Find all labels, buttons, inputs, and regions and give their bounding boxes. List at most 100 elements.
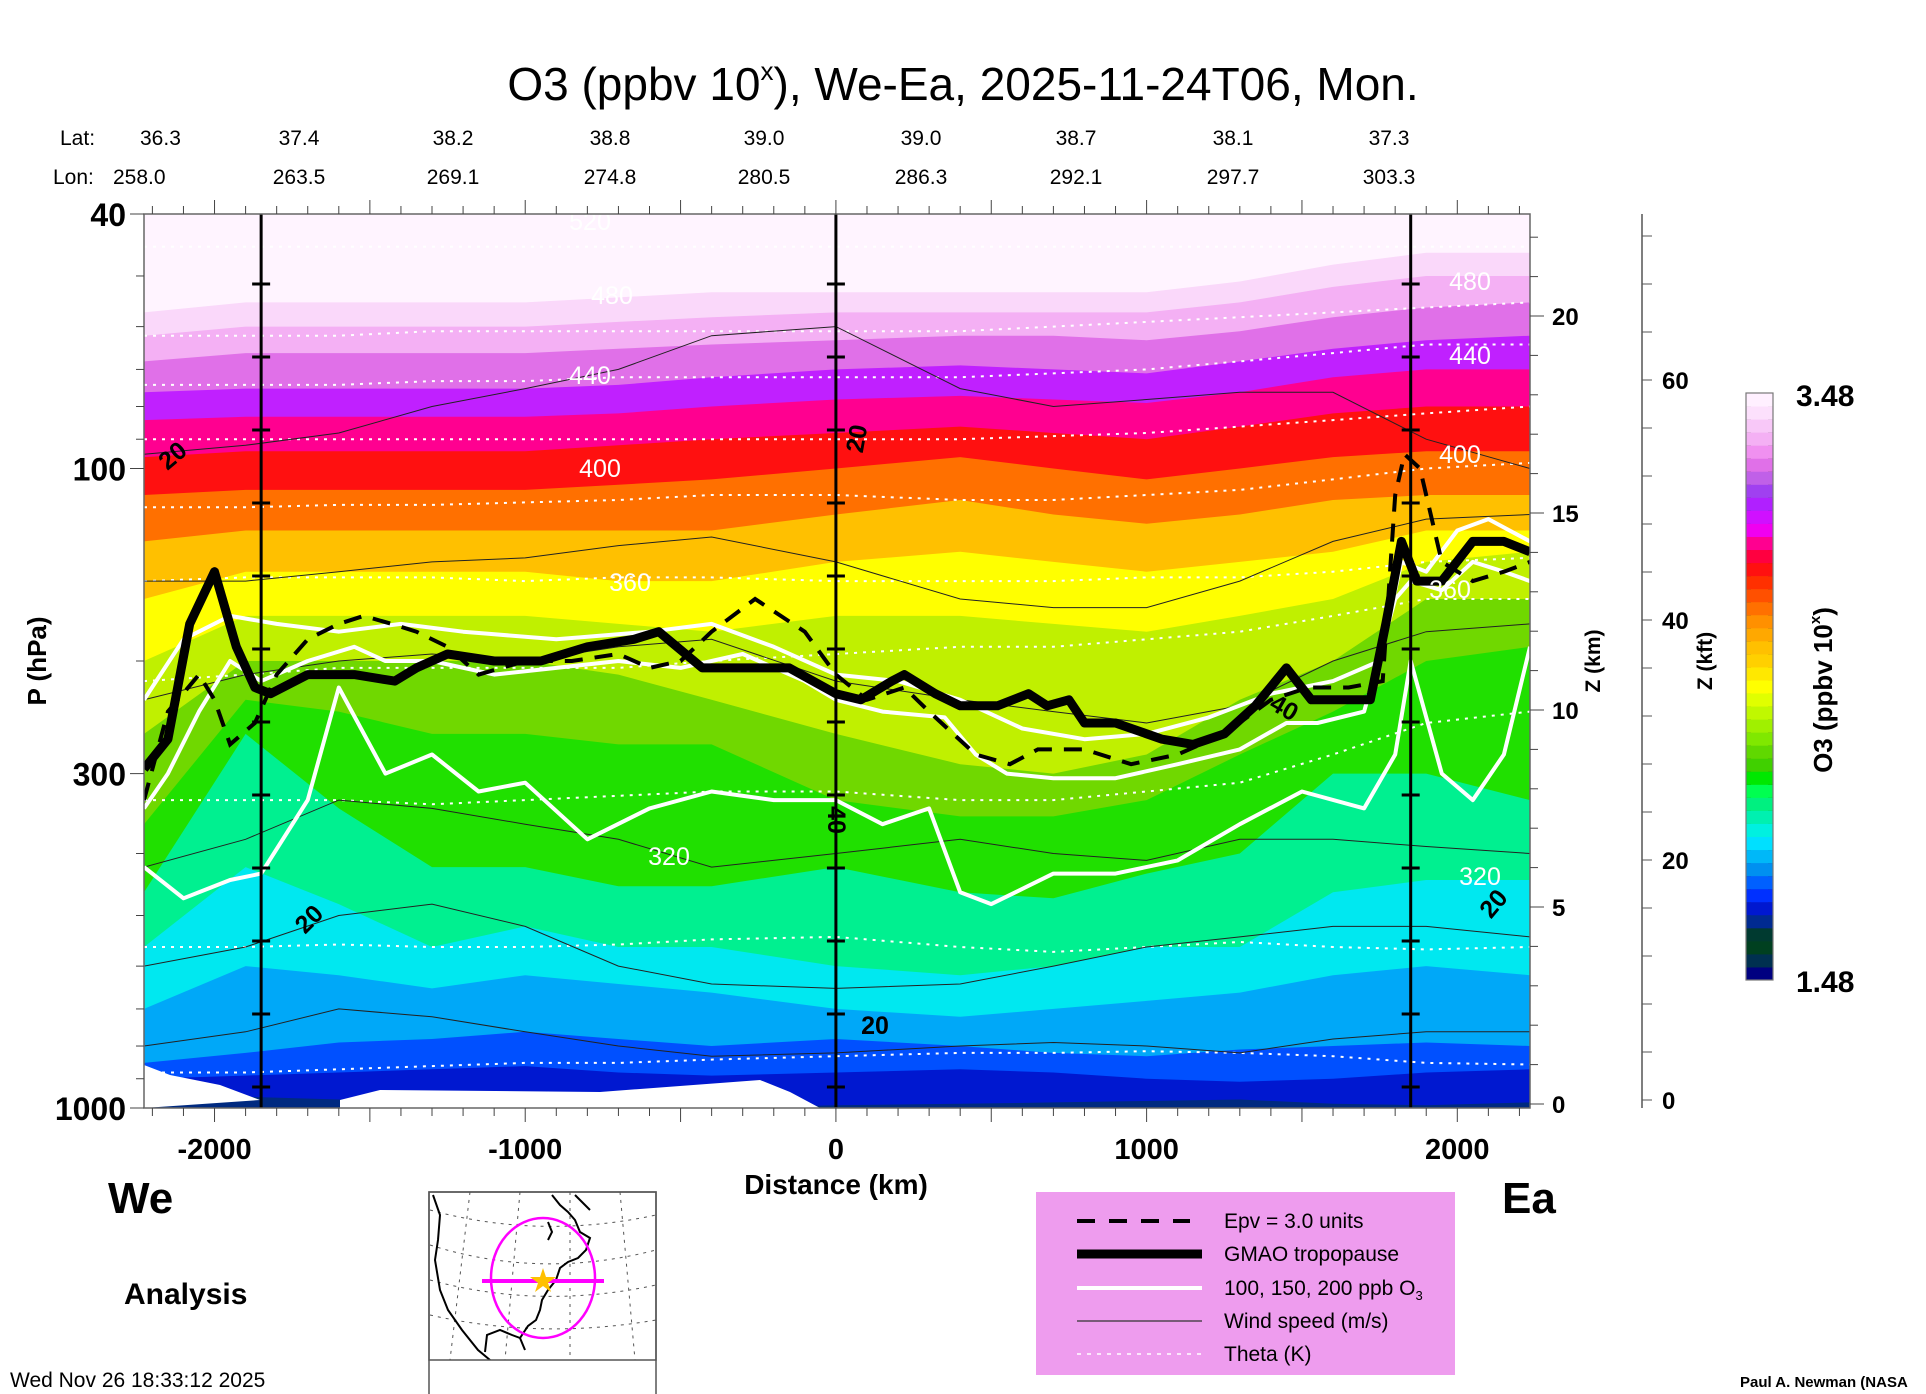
p-tick-label: 100 bbox=[73, 451, 126, 487]
colorbar-swatch bbox=[1746, 432, 1773, 446]
terrain-mask bbox=[144, 1065, 260, 1108]
lat-value: 39.0 bbox=[901, 127, 942, 150]
p-tick-label: 1000 bbox=[55, 1091, 126, 1127]
theta-label: 400 bbox=[1439, 441, 1481, 469]
theta-label: 520 bbox=[569, 208, 611, 236]
wind-label: 20 bbox=[841, 422, 873, 454]
theta-label: 360 bbox=[609, 569, 651, 597]
west-label: We bbox=[108, 1174, 173, 1223]
colorbar-swatch bbox=[1746, 393, 1773, 407]
z-km-tick-label: 5 bbox=[1552, 895, 1565, 922]
z-kft-tick-label: 20 bbox=[1662, 848, 1689, 875]
lat-value: 38.2 bbox=[433, 127, 474, 150]
theta-label: 440 bbox=[569, 362, 611, 390]
theta-contour-400 bbox=[144, 461, 1530, 509]
colorbar-swatch bbox=[1746, 562, 1773, 577]
x-tick-label: -1000 bbox=[488, 1134, 562, 1166]
colorbar-swatch bbox=[1746, 758, 1773, 772]
theta-label: 400 bbox=[579, 455, 621, 483]
lat-value: 37.3 bbox=[1369, 127, 1410, 150]
map-star-icon bbox=[530, 1268, 556, 1292]
colorbar-min-label: 1.48 bbox=[1796, 966, 1854, 999]
colorbar-swatch bbox=[1746, 666, 1773, 681]
theta-label: 360 bbox=[1429, 576, 1471, 604]
x-tick-label: -2000 bbox=[177, 1134, 251, 1166]
colorbar-max-label: 3.48 bbox=[1796, 380, 1854, 413]
theta-label: 320 bbox=[648, 843, 690, 871]
z-kft-tick-label: 0 bbox=[1662, 1088, 1675, 1115]
legend: Epv = 3.0 units GMAO tropopause 100, 150… bbox=[1036, 1192, 1455, 1375]
colorbar-swatch bbox=[1746, 810, 1773, 824]
colorbar-swatch bbox=[1746, 914, 1773, 929]
x-axis: -2000 -1000 0 1000 2000 bbox=[151, 200, 1520, 1166]
o3-contour-100 bbox=[144, 646, 1530, 907]
colorbar-swatch bbox=[1746, 588, 1773, 603]
lat-value: 38.8 bbox=[590, 127, 631, 150]
colorbar-swatch bbox=[1746, 601, 1773, 616]
wind-label: 40 bbox=[822, 806, 850, 834]
colorbar-swatch bbox=[1746, 510, 1773, 524]
east-label: Ea bbox=[1502, 1174, 1556, 1223]
colorbar-frame bbox=[1745, 392, 1774, 981]
colorbar-swatch bbox=[1746, 966, 1773, 981]
lon-value: 263.5 bbox=[273, 166, 326, 189]
legend-label-epv: Epv = 3.0 units bbox=[1224, 1210, 1364, 1233]
colorbar-swatch bbox=[1746, 627, 1773, 642]
colorbar-swatch bbox=[1746, 484, 1773, 498]
lon-value: 269.1 bbox=[427, 166, 480, 189]
colorbar-swatch bbox=[1746, 823, 1773, 838]
colorbar-swatch bbox=[1746, 784, 1773, 798]
colorbar-swatch bbox=[1746, 875, 1773, 890]
colorbar-swatch bbox=[1746, 575, 1773, 590]
colorbar-swatch bbox=[1746, 771, 1773, 785]
theta-contour-300 bbox=[144, 1050, 1530, 1074]
colorbar-swatch bbox=[1746, 940, 1773, 955]
map-radius-circle bbox=[489, 1216, 597, 1340]
theta-contour-320 bbox=[144, 935, 1530, 953]
wind-label: 20 bbox=[861, 1012, 889, 1040]
z-kft-tick-label: 60 bbox=[1662, 368, 1689, 395]
lon-label: Lon: bbox=[53, 166, 94, 189]
credit: Paul A. Newman (NASA bbox=[1740, 1374, 1908, 1391]
colorbar-swatch bbox=[1746, 471, 1773, 485]
lon-value: 274.8 bbox=[584, 166, 637, 189]
colorbar-swatch bbox=[1746, 862, 1773, 877]
theta-contour-420 bbox=[144, 405, 1530, 441]
z-km-axis-label: Z (km) bbox=[1582, 630, 1605, 693]
analysis-label: Analysis bbox=[124, 1278, 247, 1311]
colorbar-swatch bbox=[1746, 458, 1773, 472]
ozone-color-field bbox=[144, 252, 1530, 1108]
lon-value: 280.5 bbox=[738, 166, 791, 189]
colorbar-swatch bbox=[1746, 719, 1773, 733]
theta-label: 320 bbox=[1459, 863, 1501, 891]
theta-label: 440 bbox=[1449, 342, 1491, 370]
p-tick-label: 40 bbox=[90, 197, 126, 233]
colorbar-swatch bbox=[1746, 732, 1773, 746]
colorbar-swatch bbox=[1746, 523, 1773, 537]
lat-value: 37.4 bbox=[279, 127, 320, 150]
lon-value: 258.0 bbox=[113, 166, 166, 189]
colorbar-swatch bbox=[1746, 953, 1773, 968]
x-tick-label: 2000 bbox=[1425, 1134, 1490, 1166]
theta-contour-440 bbox=[144, 343, 1530, 386]
colorbar-label: O3 (ppbv 10x) bbox=[1807, 607, 1838, 773]
z-km-tick-label: 20 bbox=[1552, 304, 1579, 331]
z-km-tick-label: 0 bbox=[1552, 1092, 1565, 1119]
timestamp: Wed Nov 26 18:33:12 2025 bbox=[10, 1369, 265, 1392]
theta-contours bbox=[144, 245, 1530, 1074]
z-kft-axis-label: Z (kft) bbox=[1694, 632, 1717, 690]
theta-contour-380 bbox=[144, 556, 1530, 583]
lat-label: Lat: bbox=[60, 127, 95, 150]
x-axis-label: Distance (km) bbox=[744, 1169, 928, 1200]
colorbar-swatch bbox=[1746, 901, 1773, 916]
plot-area: 5204804404003603204804404003603202020202… bbox=[144, 208, 1530, 1108]
colorbar-swatch bbox=[1746, 419, 1773, 433]
colorbar-swatch bbox=[1746, 836, 1773, 851]
p-axis-label: P (hPa) bbox=[22, 616, 52, 705]
colorbar bbox=[1745, 392, 1774, 981]
lon-value: 303.3 bbox=[1363, 166, 1416, 189]
colorbar-swatch bbox=[1746, 797, 1773, 811]
colorbar-swatch bbox=[1746, 536, 1773, 551]
legend-box bbox=[1036, 1192, 1455, 1375]
